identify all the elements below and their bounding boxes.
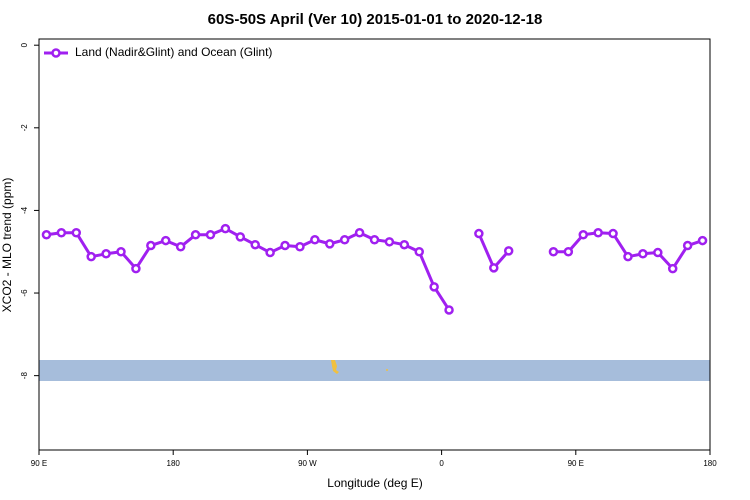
x-tick-label: 180 bbox=[703, 459, 717, 468]
point bbox=[474, 228, 484, 239]
map-land bbox=[386, 369, 388, 371]
point bbox=[593, 227, 603, 238]
x-tick-label: 0 bbox=[439, 459, 444, 468]
x-tick-label: 90 E bbox=[568, 459, 584, 468]
point bbox=[325, 239, 335, 249]
point bbox=[250, 239, 260, 250]
x-axis-label: Longitude (deg E) bbox=[327, 476, 422, 490]
point bbox=[205, 230, 216, 240]
point bbox=[235, 232, 246, 242]
point bbox=[41, 230, 52, 240]
y-tick-label: -4 bbox=[20, 206, 29, 214]
point bbox=[71, 227, 82, 238]
y-tick-label: -8 bbox=[20, 372, 29, 380]
point bbox=[101, 249, 111, 259]
x-tick-label: 90 E bbox=[31, 459, 47, 468]
y-tick-label: 0 bbox=[20, 42, 29, 47]
map-strip bbox=[39, 360, 710, 381]
point bbox=[146, 240, 156, 251]
point bbox=[608, 228, 618, 239]
chart-title: 60S-50S April (Ver 10) 2015-01-01 to 202… bbox=[208, 11, 543, 28]
point bbox=[116, 246, 126, 257]
point bbox=[563, 246, 574, 257]
point bbox=[503, 246, 514, 256]
point bbox=[623, 251, 633, 262]
plot-frame bbox=[38, 38, 711, 451]
point bbox=[175, 242, 186, 252]
point bbox=[220, 223, 231, 234]
point bbox=[354, 227, 365, 238]
point bbox=[548, 246, 559, 257]
point bbox=[444, 305, 454, 315]
point bbox=[489, 263, 499, 273]
point bbox=[578, 230, 589, 240]
legend-marker bbox=[51, 48, 61, 58]
point bbox=[265, 247, 275, 258]
point bbox=[653, 247, 663, 258]
point bbox=[399, 239, 410, 250]
point bbox=[429, 282, 439, 292]
x-tick-label: 180 bbox=[167, 459, 181, 468]
point bbox=[131, 263, 141, 274]
point bbox=[310, 234, 320, 245]
legend-label: Land (Nadir&Glint) and Ocean (Glint) bbox=[75, 45, 272, 59]
map-land bbox=[331, 360, 339, 374]
y-axis-label: XCO2 - MLO trend (ppm) bbox=[0, 178, 14, 313]
point bbox=[667, 263, 678, 274]
point bbox=[369, 234, 380, 245]
point bbox=[638, 249, 648, 259]
point bbox=[414, 246, 424, 257]
point bbox=[56, 227, 67, 238]
y-tick-label: -2 bbox=[20, 124, 29, 132]
point bbox=[295, 242, 305, 252]
point bbox=[682, 240, 693, 251]
point bbox=[384, 237, 395, 247]
point bbox=[190, 230, 201, 240]
point bbox=[160, 235, 171, 246]
point bbox=[339, 234, 350, 245]
x-tick-label: 90 W bbox=[298, 459, 317, 468]
point bbox=[697, 235, 708, 246]
point bbox=[280, 240, 290, 251]
point bbox=[86, 251, 96, 262]
y-tick-label: -6 bbox=[20, 289, 29, 297]
